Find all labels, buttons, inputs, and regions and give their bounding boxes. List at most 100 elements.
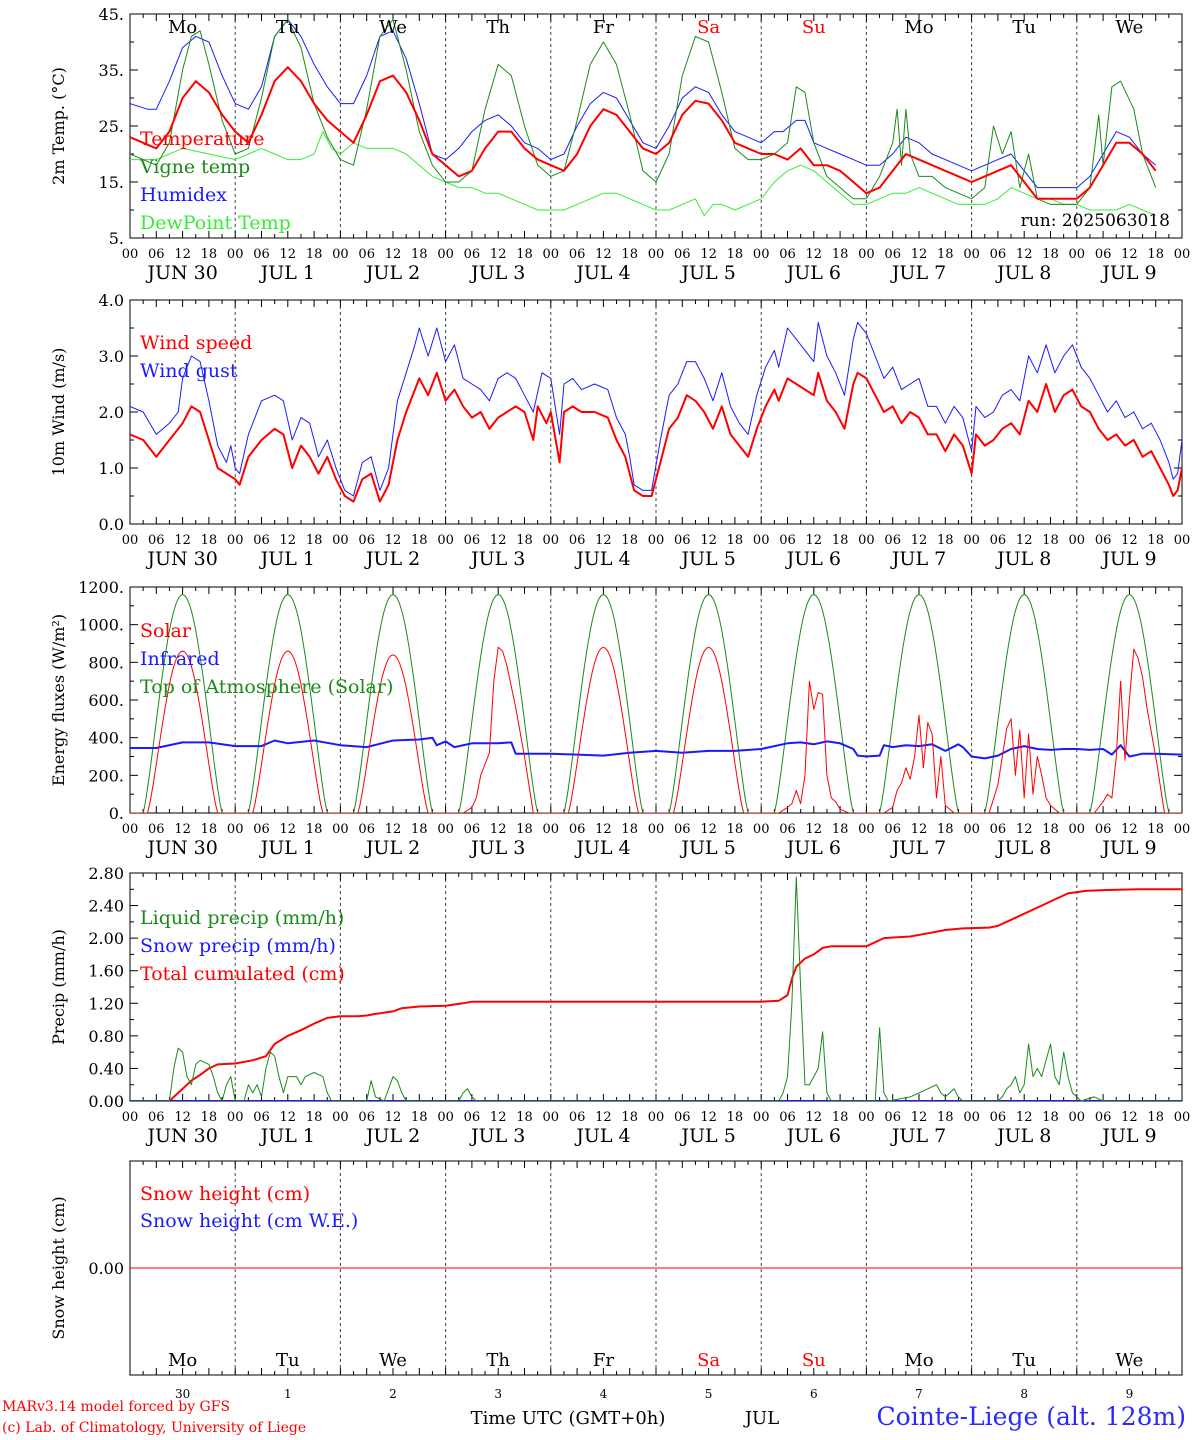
day-abbr: Tu bbox=[276, 17, 300, 38]
hour-label: 00 bbox=[753, 533, 770, 548]
hour-label: 00 bbox=[753, 247, 770, 262]
hour-label: 06 bbox=[464, 822, 481, 837]
hour-label: 06 bbox=[779, 247, 796, 262]
hour-label: 00 bbox=[437, 533, 454, 548]
series-line-wind-gust bbox=[130, 321, 1182, 497]
hour-label: 12 bbox=[174, 1110, 191, 1125]
hour-label: 00 bbox=[122, 533, 139, 548]
y-tick-label: 600. bbox=[88, 691, 124, 710]
date-label: JUL 7 bbox=[890, 1125, 946, 1147]
day-abbr: Th bbox=[486, 1350, 510, 1371]
date-label: JUL 7 bbox=[890, 262, 946, 284]
hour-label: 12 bbox=[1121, 533, 1138, 548]
hour-label: 12 bbox=[1016, 533, 1033, 548]
y-tick-label: 1000. bbox=[78, 616, 124, 635]
hour-label: 00 bbox=[227, 533, 244, 548]
hour-label: 00 bbox=[332, 533, 349, 548]
hour-label: 12 bbox=[490, 1110, 507, 1125]
hour-label: 06 bbox=[674, 1110, 691, 1125]
hour-label: 12 bbox=[174, 533, 191, 548]
hour-label: 12 bbox=[385, 247, 402, 262]
hour-label: 06 bbox=[569, 533, 586, 548]
hour-label: 00 bbox=[122, 247, 139, 262]
date-label: JUL 3 bbox=[469, 548, 525, 570]
y-axis-label: Energy fluxes (W/m²) bbox=[49, 614, 68, 786]
series-line-top-of-atmosphere-solar- bbox=[130, 594, 1182, 813]
hour-label: 06 bbox=[464, 247, 481, 262]
day-abbr: Sa bbox=[697, 17, 720, 38]
hour-label: 12 bbox=[595, 247, 612, 262]
y-tick-label: 35. bbox=[99, 61, 124, 80]
hour-label: 06 bbox=[674, 247, 691, 262]
hour-label: 06 bbox=[990, 1110, 1007, 1125]
x-axis-label: Time UTC (GMT+0h) bbox=[471, 1408, 666, 1429]
hour-label: 06 bbox=[253, 533, 270, 548]
hour-label: 06 bbox=[253, 822, 270, 837]
hour-label: 18 bbox=[937, 1110, 954, 1125]
hour-label: 00 bbox=[1069, 533, 1086, 548]
date-label: JUL 5 bbox=[679, 837, 735, 859]
hour-label: 00 bbox=[858, 822, 875, 837]
legend-entry: Vigne temp bbox=[139, 156, 250, 178]
date-label: JUN 30 bbox=[145, 837, 217, 859]
legend-entry: Total cumulated (cm) bbox=[140, 963, 345, 985]
plot-frame bbox=[129, 299, 1183, 525]
hour-label: 06 bbox=[358, 822, 375, 837]
hour-label: 00 bbox=[963, 533, 980, 548]
hour-label: 18 bbox=[832, 533, 849, 548]
hour-label: 00 bbox=[753, 1110, 770, 1125]
hour-label: 12 bbox=[595, 533, 612, 548]
hour-label: 06 bbox=[148, 822, 165, 837]
date-label: JUL 2 bbox=[364, 837, 420, 859]
hour-label: 12 bbox=[385, 533, 402, 548]
hour-label: 06 bbox=[674, 822, 691, 837]
day-abbr: Su bbox=[802, 1350, 826, 1371]
hour-label: 00 bbox=[1174, 822, 1191, 837]
hour-label: 00 bbox=[648, 247, 665, 262]
y-tick-label: 25. bbox=[99, 117, 124, 136]
hour-label: 06 bbox=[253, 1110, 270, 1125]
hour-label: 18 bbox=[516, 1110, 533, 1125]
hour-label: 00 bbox=[1069, 1110, 1086, 1125]
day-abbr: Fr bbox=[593, 1350, 614, 1371]
hour-label: 06 bbox=[569, 822, 586, 837]
panel-snow: 0.00 Snow height (cm) Snow height (cm) Snow… bbox=[49, 1160, 1183, 1429]
hour-label: 00 bbox=[543, 247, 560, 262]
hour-label: 00 bbox=[753, 822, 770, 837]
y-tick-label: 0. bbox=[109, 804, 124, 823]
series-line-total-cumulated-cm- bbox=[130, 888, 1182, 1101]
hour-label: 12 bbox=[280, 1110, 297, 1125]
hour-label: 18 bbox=[306, 533, 323, 548]
hour-label: 12 bbox=[595, 1110, 612, 1125]
hour-label: 18 bbox=[411, 247, 428, 262]
panel-temp: 5. 15. 25. 35. 45. 2m Temp. (°C) Temperature Vi… bbox=[49, 5, 1190, 284]
legend-entry: Snow precip (mm/h) bbox=[140, 935, 336, 957]
legend-entry: Top of Atmosphere (Solar) bbox=[140, 676, 393, 698]
panel-wind: 0.0 1.0 2.0 3.0 4.0 10m Wind (m/s) Wind speed W… bbox=[49, 291, 1190, 570]
legend-entry: Humidex bbox=[140, 184, 227, 206]
hour-label: 06 bbox=[358, 247, 375, 262]
hour-label: 00 bbox=[543, 533, 560, 548]
hour-label: 18 bbox=[1147, 1110, 1164, 1125]
hour-label: 00 bbox=[543, 822, 560, 837]
date-label: JUL 8 bbox=[995, 262, 1051, 284]
hour-label: 18 bbox=[727, 1110, 744, 1125]
y-axis-label: Snow height (cm) bbox=[49, 1196, 68, 1339]
hour-label: 00 bbox=[1069, 247, 1086, 262]
hour-label: 12 bbox=[806, 822, 823, 837]
day-abbr: We bbox=[379, 17, 407, 38]
day-number: 7 bbox=[915, 1387, 923, 1401]
day-abbr: We bbox=[1116, 1350, 1144, 1371]
hour-label: 18 bbox=[411, 1110, 428, 1125]
hour-label: 12 bbox=[490, 533, 507, 548]
hour-label: 12 bbox=[806, 533, 823, 548]
day-abbr: Tu bbox=[1012, 17, 1036, 38]
hour-label: 00 bbox=[1174, 533, 1191, 548]
legend-entry: Wind gust bbox=[140, 360, 238, 382]
date-label: JUL 9 bbox=[1100, 1125, 1156, 1147]
station-name: Cointe-Liege (alt. 128m) bbox=[876, 1402, 1186, 1431]
day-abbr: We bbox=[379, 1350, 407, 1371]
hour-label: 00 bbox=[332, 1110, 349, 1125]
hour-label: 18 bbox=[411, 822, 428, 837]
hour-label: 18 bbox=[306, 822, 323, 837]
